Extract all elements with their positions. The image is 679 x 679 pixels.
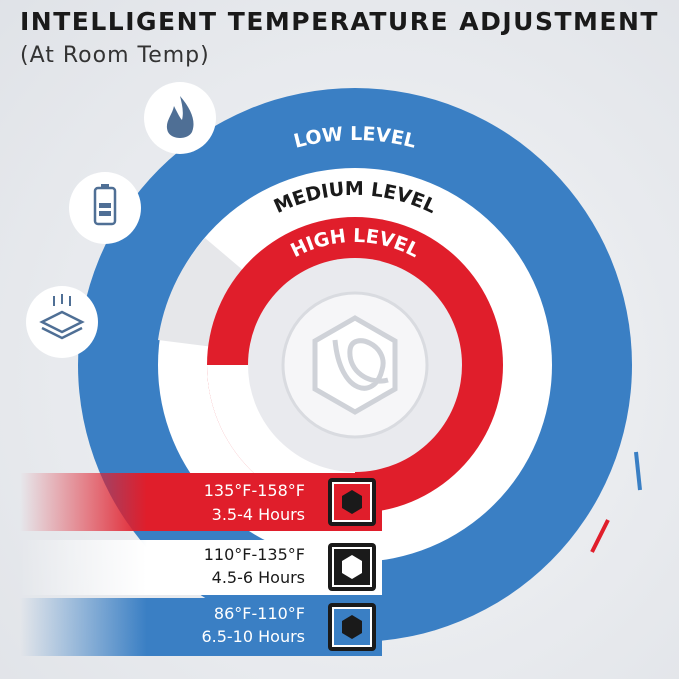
hex-icon-curve xyxy=(332,338,389,391)
flame-icon xyxy=(144,82,216,154)
level-icon xyxy=(328,603,376,651)
level-range: 110°F-135°F xyxy=(204,545,305,564)
fabric-icon xyxy=(26,286,98,358)
subtitle: (At Room Temp) xyxy=(20,43,210,68)
title: INTELLIGENT TEMPERATURE ADJUSTMENT xyxy=(20,7,659,36)
accent xyxy=(590,519,610,553)
level-bar xyxy=(20,540,382,595)
level-time: 6.5-10 Hours xyxy=(201,627,305,646)
level-icon xyxy=(328,478,376,526)
level-time: 4.5-6 Hours xyxy=(212,568,305,587)
level-bar xyxy=(20,473,382,531)
level-time: 3.5-4 Hours xyxy=(212,505,305,524)
battery-icon xyxy=(69,172,141,244)
accent xyxy=(634,451,642,491)
level-range: 135°F-158°F xyxy=(204,481,305,500)
level-bar xyxy=(20,598,382,656)
level-range: 86°F-110°F xyxy=(214,604,305,623)
level-icon xyxy=(328,543,376,591)
